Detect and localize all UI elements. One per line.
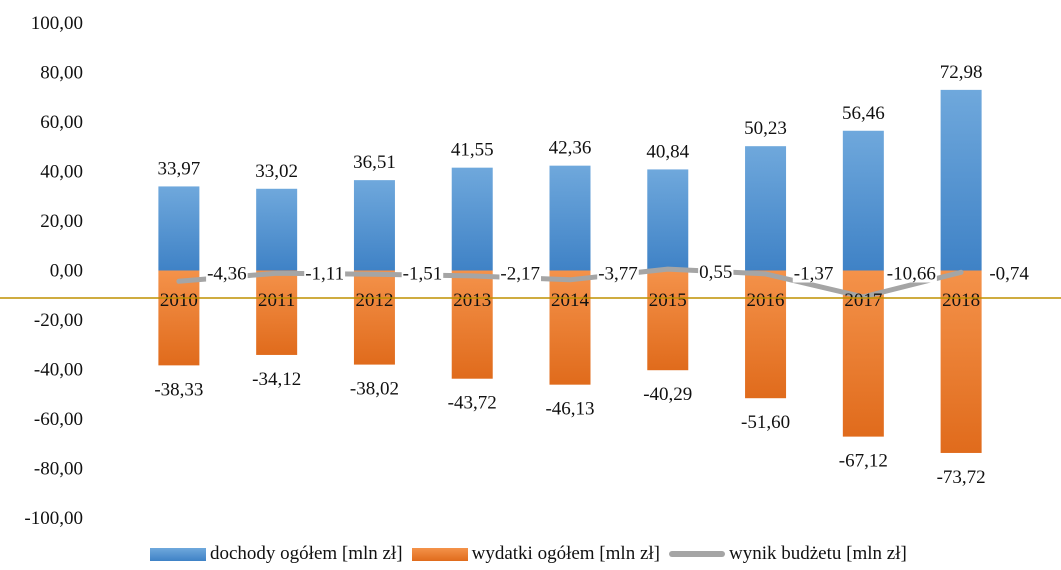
bar-income bbox=[940, 89, 982, 271]
bar-income bbox=[256, 188, 298, 271]
data-label-expenses: -51,60 bbox=[741, 412, 790, 433]
y-tick-label: 40,00 bbox=[40, 162, 83, 183]
data-label-result-bg bbox=[885, 265, 937, 283]
bar-expenses bbox=[940, 270, 982, 453]
bar-income bbox=[647, 169, 689, 271]
data-label-income: 40,84 bbox=[646, 141, 689, 162]
data-label-income: 41,55 bbox=[451, 140, 494, 161]
x-category-label: 2012 bbox=[355, 290, 393, 311]
legend-swatch-expenses bbox=[411, 547, 468, 561]
bar-expenses bbox=[647, 270, 689, 371]
data-label-expenses: -43,72 bbox=[448, 393, 497, 414]
data-label-result-bg bbox=[499, 265, 542, 283]
data-label-income: 56,46 bbox=[842, 103, 885, 124]
bar-income bbox=[745, 146, 787, 271]
bar-income bbox=[158, 186, 200, 271]
bar-expenses bbox=[353, 270, 395, 365]
data-label-result-bg bbox=[698, 264, 734, 282]
data-label-result: -1,51 bbox=[403, 264, 443, 285]
data-label-expenses: -73,72 bbox=[937, 467, 986, 488]
data-label-result: -1,37 bbox=[794, 264, 834, 285]
y-tick-label: -40,00 bbox=[34, 360, 83, 381]
data-labels: 33,97 33,02 36,51 41,55 42,36 40,84 50,23 56,46… bbox=[154, 62, 1031, 488]
data-label-income: 50,23 bbox=[744, 118, 787, 139]
bar-income bbox=[451, 167, 493, 271]
data-label-income: 33,97 bbox=[158, 158, 201, 179]
y-tick-label: 0,00 bbox=[50, 261, 83, 282]
data-label-expenses: -67,12 bbox=[839, 451, 888, 472]
legend-swatch-income bbox=[150, 547, 206, 561]
data-label-income: 72,98 bbox=[940, 62, 983, 83]
legend-label-income: dochody ogółem [mln zł] bbox=[210, 543, 403, 564]
data-label-result: -4,36 bbox=[207, 264, 247, 285]
x-category-label: 2011 bbox=[258, 290, 295, 311]
legend-label-result: wynik budżetu [mln zł] bbox=[729, 543, 907, 564]
data-label-result-bg bbox=[304, 265, 346, 283]
data-label-income: 33,02 bbox=[255, 161, 298, 182]
data-label-result: -1,11 bbox=[305, 264, 344, 285]
legend-item-income: dochody ogółem [mln zł] bbox=[150, 543, 403, 565]
legend-item-result: wynik budżetu [mln zł] bbox=[669, 543, 907, 565]
data-label-expenses: -38,33 bbox=[154, 379, 203, 400]
data-label-result-bg bbox=[206, 265, 248, 283]
data-label-result-bg bbox=[792, 265, 835, 283]
data-label-expenses: -34,12 bbox=[252, 369, 301, 390]
legend: dochody ogółem [mln zł] wydatki ogółem [… bbox=[150, 543, 916, 565]
data-label-result-bg bbox=[401, 265, 444, 283]
y-axis: 100,00 80,00 60,00 40,00 20,00 0,00 -20,00 -40,… bbox=[24, 13, 83, 529]
data-label-result: -2,17 bbox=[500, 264, 540, 285]
bar-expenses bbox=[158, 270, 200, 366]
bar-expenses bbox=[451, 270, 493, 379]
x-category-label: 2015 bbox=[649, 290, 687, 311]
data-label-expenses: -46,13 bbox=[545, 399, 594, 420]
y-tick-label: -80,00 bbox=[34, 459, 83, 480]
x-category-label: 2013 bbox=[453, 290, 491, 311]
bar-expenses bbox=[256, 270, 298, 355]
data-label-result: -3,77 bbox=[598, 264, 638, 285]
data-label-expenses: -40,29 bbox=[643, 384, 692, 405]
bar-expenses bbox=[549, 270, 591, 385]
bar-expenses bbox=[745, 270, 787, 399]
x-category-label: 2010 bbox=[160, 290, 198, 311]
y-tick-label: 20,00 bbox=[40, 211, 83, 232]
data-label-result: 0,55 bbox=[699, 262, 732, 283]
legend-item-expenses: wydatki ogółem [mln zł] bbox=[411, 543, 660, 565]
y-tick-label: 100,00 bbox=[31, 13, 83, 34]
chart-area: 100,00 80,00 60,00 40,00 20,00 0,00 -20,00 -40,… bbox=[0, 13, 1061, 529]
y-tick-label: -60,00 bbox=[34, 409, 83, 430]
y-tick-label: 80,00 bbox=[40, 63, 83, 84]
y-tick-label: 60,00 bbox=[40, 112, 83, 133]
bars bbox=[158, 89, 982, 453]
legend-label-expenses: wydatki ogółem [mln zł] bbox=[471, 543, 660, 564]
data-label-income: 36,51 bbox=[353, 152, 396, 173]
data-label-result: -10,66 bbox=[887, 264, 936, 285]
bar-income bbox=[842, 130, 884, 271]
y-tick-label: -20,00 bbox=[34, 310, 83, 331]
x-category-label: 2018 bbox=[942, 290, 980, 311]
x-category-label: 2016 bbox=[747, 290, 785, 311]
data-label-expenses: -38,02 bbox=[350, 379, 399, 400]
x-category-label: 2017 bbox=[844, 290, 882, 311]
x-axis-categories: 2010 2011 2012 2013 2014 2015 2016 2017 2018 bbox=[160, 290, 980, 311]
bar-income bbox=[549, 165, 591, 271]
legend-swatch-result bbox=[669, 551, 725, 557]
bar-income bbox=[353, 180, 395, 271]
data-label-result: -0,74 bbox=[989, 264, 1029, 285]
data-label-result-bg bbox=[988, 265, 1031, 283]
y-tick-label: -100,00 bbox=[24, 508, 83, 529]
data-label-income: 42,36 bbox=[549, 138, 592, 159]
x-category-label: 2014 bbox=[551, 290, 590, 311]
data-label-result-bg bbox=[597, 265, 639, 283]
